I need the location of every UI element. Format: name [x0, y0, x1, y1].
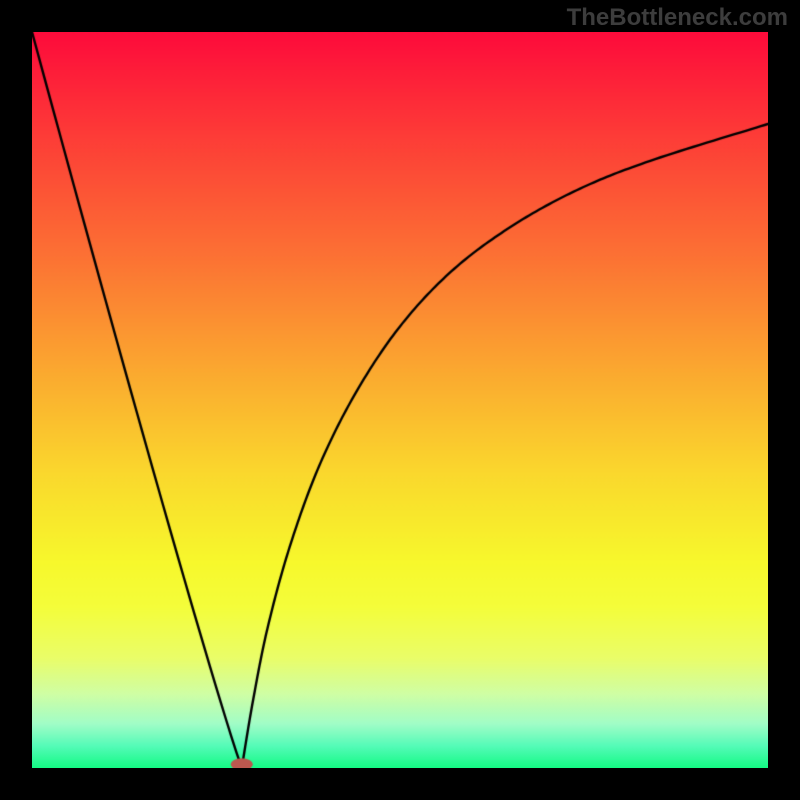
plot-canvas [32, 32, 768, 768]
watermark-text: TheBottleneck.com [567, 4, 788, 32]
chart-wrapper: TheBottleneck.com [0, 0, 800, 800]
